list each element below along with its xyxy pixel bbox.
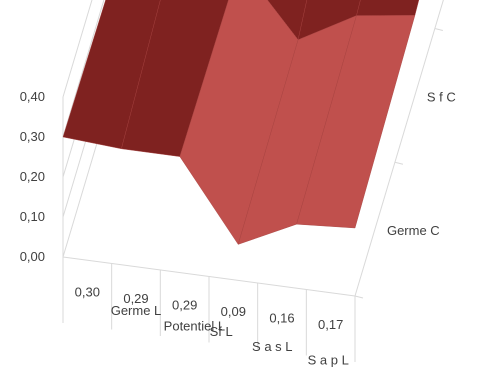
z-tick-label: 0,30 (20, 129, 45, 144)
x-category-label: S a s L (252, 339, 292, 354)
surface-patch (62, 0, 161, 150)
x-tick-value: 0,17 (318, 317, 343, 332)
x-category-label: Potentiel L (164, 319, 225, 334)
x-category-label: S a p L (308, 352, 349, 367)
gridline-z (62, 0, 105, 138)
depth-tick (434, 28, 443, 32)
x-category-label: Germe L (111, 303, 162, 318)
depth-series-label: Germe C (387, 223, 440, 238)
z-tick-label: 0,20 (20, 169, 45, 184)
depth-tick (394, 161, 404, 165)
x-tick-value: 0,16 (269, 310, 294, 325)
axis-labels: 0,00 0,10 0,20 0,30 0,40 0,30 0,29 0,29 0,09 0,16… (20, 89, 456, 367)
surface-patch (356, 0, 420, 16)
surface-patch (121, 0, 229, 157)
z-tick-label: 0,10 (20, 209, 45, 224)
x-tick-value: 0,29 (172, 297, 197, 312)
z-tick-label: 0,00 (20, 249, 45, 264)
z-tick-label: 0,40 (20, 89, 45, 104)
x-tick-value: 0,30 (75, 284, 100, 299)
x-tick-value: 0,29 (123, 291, 148, 306)
x-category-label: Sf L (210, 324, 233, 339)
surface-patch (296, 15, 416, 229)
x-tick-value: 0,09 (221, 304, 246, 319)
depth-tick (354, 295, 364, 299)
floor-right-edge (354, 0, 444, 297)
depth-series-label: S f C (427, 89, 456, 104)
surface-plot (62, 0, 420, 245)
